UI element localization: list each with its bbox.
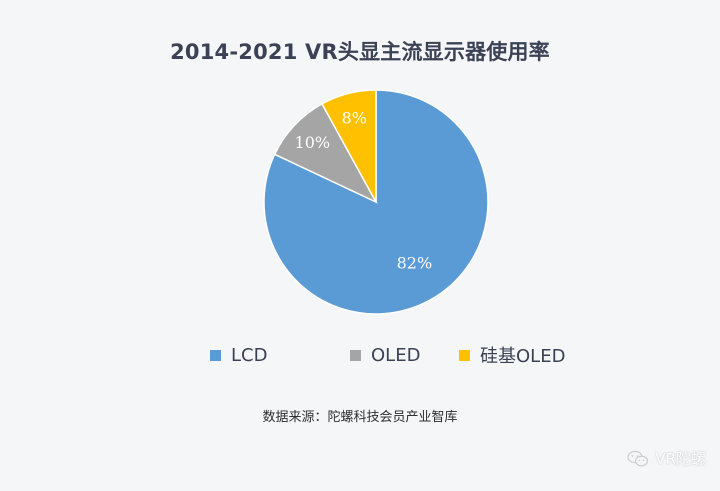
data-label-lcd: 82% <box>397 254 433 273</box>
legend-item-oled: OLED <box>350 343 420 367</box>
legend-swatch-silicon-oled <box>459 349 470 361</box>
legend-label-lcd: LCD <box>231 344 268 366</box>
data-label-oled: 10% <box>295 133 331 152</box>
watermark: VR陀螺 <box>627 448 706 469</box>
wechat-icon <box>627 450 649 466</box>
legend-label-oled: OLED <box>371 344 421 366</box>
legend-swatch-oled <box>350 349 361 361</box>
legend: LCD OLED 硅基OLED <box>0 343 720 367</box>
legend-item-silicon-oled: 硅基OLED <box>459 343 565 367</box>
legend-swatch-lcd <box>210 349 221 361</box>
legend-item-lcd: LCD <box>210 343 267 367</box>
legend-label-silicon-oled: 硅基OLED <box>480 346 566 367</box>
data-label-silicon-oled: 8% <box>342 108 367 127</box>
chart-title: 2014-2021 VR头显主流显示器使用率 <box>170 40 550 64</box>
watermark-text: VR陀螺 <box>655 450 706 468</box>
data-source-note: 数据来源：陀螺科技会员产业智库 <box>262 410 458 425</box>
pie-slice-silicon-oled <box>321 89 377 203</box>
